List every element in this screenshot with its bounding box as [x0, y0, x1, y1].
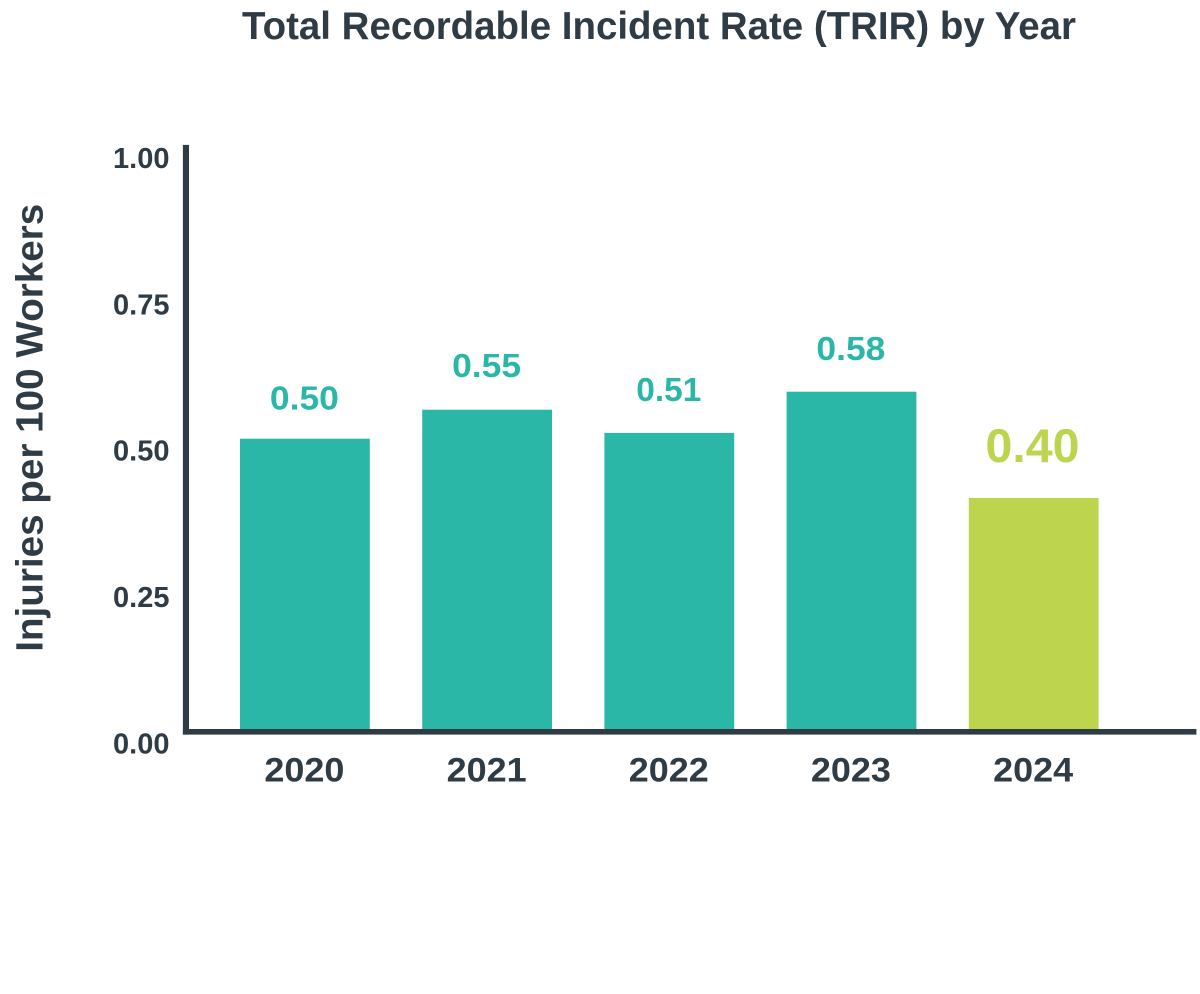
svg-text:0.50: 0.50 — [113, 436, 169, 468]
svg-text:2024: 2024 — [993, 751, 1074, 789]
svg-text:0.40: 0.40 — [986, 419, 1080, 472]
svg-text:0.55: 0.55 — [452, 348, 521, 385]
svg-text:1.00: 1.00 — [113, 143, 169, 175]
svg-text:2020: 2020 — [264, 751, 344, 789]
svg-text:2022: 2022 — [629, 751, 709, 789]
svg-text:Total Recordable Incident Rate: Total Recordable Incident Rate (TRIR) by… — [242, 5, 1076, 48]
svg-text:0.50: 0.50 — [270, 380, 339, 417]
svg-text:2021: 2021 — [447, 751, 527, 789]
svg-text:2023: 2023 — [811, 751, 891, 789]
svg-text:Injuries per 100 Workers: Injuries per 100 Workers — [10, 204, 52, 652]
svg-text:0.51: 0.51 — [636, 372, 701, 409]
svg-text:0.75: 0.75 — [113, 290, 169, 322]
svg-text:0.00: 0.00 — [113, 728, 169, 760]
svg-text:0.58: 0.58 — [816, 331, 885, 368]
svg-text:0.25: 0.25 — [113, 582, 169, 614]
